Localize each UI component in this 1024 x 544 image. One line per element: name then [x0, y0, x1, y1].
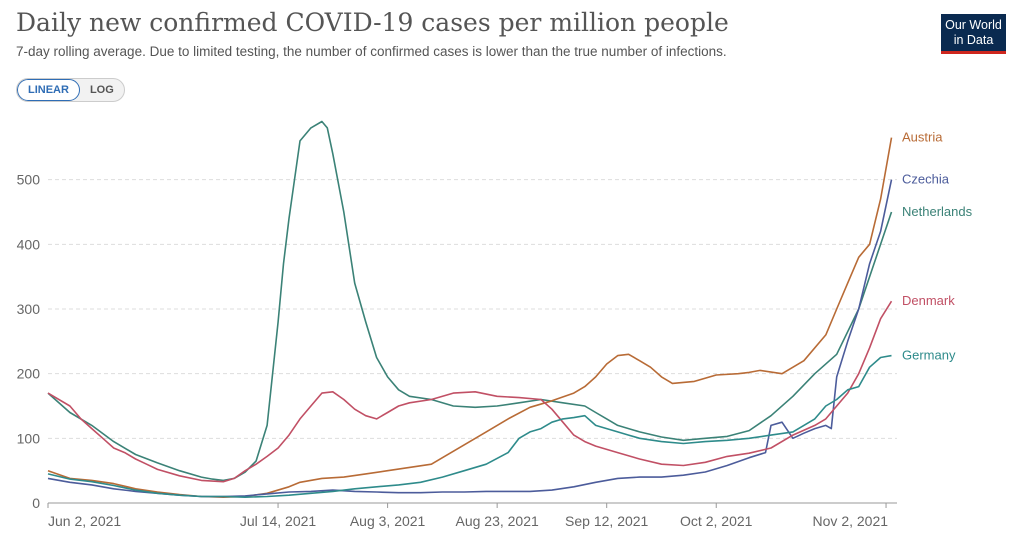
logo-line-2: in Data	[953, 33, 994, 47]
x-tick-label: Jul 14, 2021	[240, 513, 316, 529]
linear-scale-button[interactable]: LINEAR	[17, 79, 80, 101]
y-tick-label: 200	[17, 366, 41, 382]
series-labels: Austria Czechia Netherlands Denmark Germany	[902, 130, 973, 363]
x-tick-label: Aug 3, 2021	[350, 513, 426, 529]
series-lines	[47, 120, 893, 498]
series-label-netherlands: Netherlands	[902, 204, 973, 219]
y-tick-label: 100	[17, 430, 41, 446]
series-line-denmark	[47, 300, 893, 483]
y-tick-label: 300	[17, 301, 41, 317]
series-label-czechia: Czechia	[902, 172, 950, 187]
x-tick-label: Sep 12, 2021	[565, 513, 649, 529]
gridlines	[48, 179, 897, 439]
x-tick-label: Oct 2, 2021	[680, 513, 753, 529]
axes: 0 100 200 300 400 500 Jun 2, 2021 Jul 14, 2021 A…	[17, 172, 897, 529]
series-label-germany: Germany	[902, 348, 956, 363]
series-line-netherlands	[47, 120, 893, 482]
series-line-austria	[47, 137, 893, 498]
x-tick-label: Jun 2, 2021	[48, 513, 121, 529]
series-label-austria: Austria	[902, 130, 943, 145]
owid-logo[interactable]: Our World in Data	[941, 14, 1006, 54]
y-tick-label: 500	[17, 172, 41, 188]
y-tick-label: 400	[17, 236, 41, 252]
scale-toggle[interactable]: LINEAR LOG	[16, 78, 125, 102]
x-tick-label: Aug 23, 2021	[455, 513, 539, 529]
y-tick-label: 0	[32, 495, 40, 511]
series-line-germany	[47, 354, 892, 498]
log-scale-button[interactable]: LOG	[80, 79, 124, 101]
series-label-denmark: Denmark	[902, 293, 955, 308]
logo-line-1: Our World	[945, 18, 1002, 32]
chart-title: Daily new confirmed COVID-19 cases per m…	[16, 8, 729, 37]
chart-subtitle: 7-day rolling average. Due to limited te…	[16, 44, 727, 59]
x-tick-label: Nov 2, 2021	[813, 513, 889, 529]
